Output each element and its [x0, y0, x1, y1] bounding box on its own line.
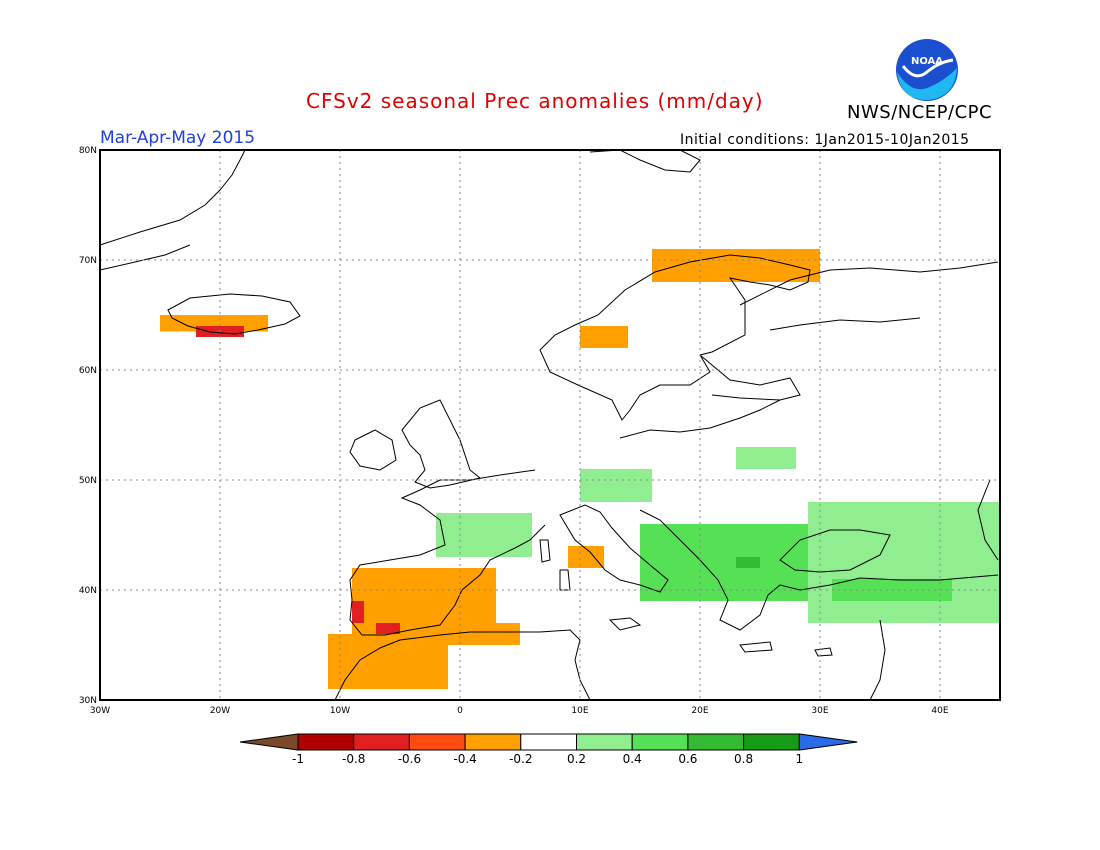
lon-tick-label: 10E — [571, 706, 588, 716]
colorbar-swatch — [576, 733, 633, 751]
colorbar-swatch — [353, 733, 410, 751]
anomaly-cell — [448, 623, 520, 645]
lon-tick-label: 10W — [330, 706, 350, 716]
initial-conditions: Initial conditions: 1Jan2015-10Jan2015 — [680, 132, 970, 148]
colorbar-swatch — [631, 733, 689, 751]
coastlines — [99, 149, 999, 701]
anomaly-cell — [580, 469, 652, 502]
lat-tick-label: 50N — [79, 476, 97, 486]
lon-tick-label: 20W — [210, 706, 230, 716]
anomaly-cell — [580, 326, 628, 348]
lat-tick-label: 30N — [79, 696, 97, 706]
organization-label: NWS/NCEP/CPC — [847, 102, 993, 123]
lon-tick-label: 0 — [457, 706, 463, 716]
colorbar-label: -0.4 — [453, 752, 476, 766]
colorbar-max-arrow — [798, 733, 858, 751]
colorbar-label: -0.6 — [398, 752, 421, 766]
lat-tick-label: 80N — [79, 146, 97, 156]
anomaly-cell — [328, 634, 448, 689]
lon-tick-label: 30E — [811, 706, 828, 716]
lon-tick-label: 40E — [931, 706, 948, 716]
anomaly-cells — [160, 249, 1000, 689]
colorbar: -1 -0.8 -0.6 -0.4 -0.2 0.2 0.4 0.6 0.8 1 — [239, 733, 858, 766]
colorbar-label: -0.8 — [342, 752, 365, 766]
colorbar-label: 1 — [795, 752, 803, 766]
anomaly-cell — [352, 601, 364, 623]
colorbar-label: -0.2 — [509, 752, 532, 766]
lat-tick-label: 60N — [79, 366, 97, 376]
anomaly-cell — [736, 447, 796, 469]
anomaly-cell — [436, 513, 532, 557]
colorbar-label: 0.4 — [623, 752, 642, 766]
lat-tick-label: 40N — [79, 586, 97, 596]
anomaly-cell — [640, 524, 820, 601]
colorbar-swatch — [297, 733, 355, 751]
colorbar-label: -1 — [292, 752, 304, 766]
anomaly-cell — [736, 557, 760, 568]
anomaly-cell — [808, 502, 1000, 623]
colorbar-swatch — [743, 733, 800, 751]
colorbar-swatch — [687, 733, 745, 751]
lat-tick-label: 70N — [79, 256, 97, 266]
graticule — [100, 150, 1000, 700]
svg-text:NOAA: NOAA — [911, 56, 943, 67]
map-title: CFSv2 seasonal Prec anomalies (mm/day) — [306, 89, 764, 113]
colorbar-label: 0.2 — [567, 752, 586, 766]
lon-tick-label: 30W — [90, 706, 110, 716]
anomaly-cell — [568, 546, 604, 568]
map-frame — [99, 149, 1001, 701]
colorbar-label: 0.6 — [678, 752, 697, 766]
colorbar-swatch — [408, 733, 466, 751]
lon-tick-label: 20E — [691, 706, 708, 716]
colorbar-min-arrow — [239, 733, 299, 751]
forecast-period: Mar-Apr-May 2015 — [100, 128, 256, 148]
colorbar-swatch — [520, 733, 577, 751]
colorbar-label: 0.8 — [734, 752, 753, 766]
noaa-logo-icon: NOAA — [896, 39, 958, 101]
colorbar-swatch — [464, 733, 522, 751]
